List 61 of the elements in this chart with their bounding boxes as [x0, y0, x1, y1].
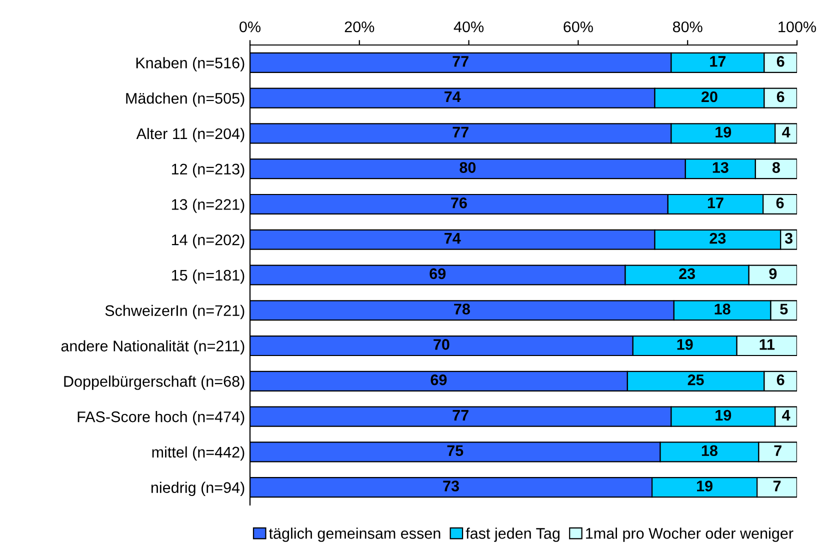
- data-label: 77: [452, 126, 468, 138]
- y-tick-label: 13 (n=221): [172, 198, 244, 213]
- data-label: 4: [782, 410, 790, 420]
- x-tick-label: 20%: [344, 21, 374, 32]
- legend-label: fast jeden Tag: [466, 528, 560, 542]
- data-label: 80: [460, 162, 476, 173]
- data-label: 17: [710, 56, 726, 67]
- data-label: 19: [677, 339, 693, 350]
- data-label: 17: [708, 198, 724, 208]
- data-label: 23: [710, 232, 726, 244]
- x-tick-label: 100%: [778, 21, 816, 32]
- x-tick-label: 40%: [454, 21, 484, 32]
- y-tick-label: Knaben (n=516): [136, 57, 244, 72]
- data-label: 7: [774, 445, 782, 456]
- data-label: 18: [714, 304, 730, 314]
- y-tick-label: SchweizerIn (n=721): [105, 304, 244, 320]
- y-tick-label: Mädchen (n=505): [126, 92, 244, 107]
- y-tick-label: 12 (n=213): [172, 163, 244, 178]
- data-label: 73: [443, 480, 459, 492]
- data-label: 74: [444, 92, 461, 102]
- y-tick-label: FAS-Score hoch (n=474): [78, 411, 244, 426]
- data-label: 5: [780, 304, 788, 314]
- data-label: 78: [454, 304, 470, 314]
- data-label: 6: [776, 198, 784, 208]
- x-tick-label: 60%: [564, 21, 593, 32]
- data-label: 9: [769, 268, 777, 280]
- data-label: 7: [773, 480, 781, 492]
- data-label: 6: [776, 91, 784, 102]
- data-label: 25: [688, 374, 704, 386]
- legend-label: täglich gemeinsam essen: [269, 528, 440, 542]
- y-tick-label: andere Nationalität (n=211): [61, 340, 244, 354]
- data-label: 23: [679, 268, 695, 280]
- x-tick-label: 80%: [672, 21, 702, 32]
- x-tick-label: 0%: [240, 21, 260, 32]
- y-tick-label: Doppelbürgerschaft (n=68): [64, 376, 244, 390]
- data-label: 70: [434, 339, 450, 350]
- data-label: 4: [782, 126, 790, 138]
- data-label: 6: [776, 56, 784, 67]
- data-label: 77: [452, 410, 468, 420]
- data-label: 74: [444, 233, 461, 244]
- data-label: 75: [447, 445, 464, 456]
- data-label: 69: [430, 374, 447, 386]
- y-tick-label: mittel (n=442): [152, 446, 244, 461]
- y-tick-label: 15 (n=181): [172, 269, 244, 284]
- data-label: 13: [712, 162, 728, 173]
- data-label: 6: [776, 374, 784, 386]
- legend-label: 1mal pro Wocher oder weniger: [586, 528, 794, 542]
- data-label: 20: [702, 91, 718, 102]
- y-tick-label: 14 (n=202): [172, 234, 244, 248]
- y-tick-label: niedrig (n=94): [151, 482, 244, 496]
- data-label: 3: [784, 232, 792, 244]
- y-tick-label: Alter 11 (n=204): [136, 128, 244, 142]
- data-label: 19: [716, 410, 732, 421]
- data-label: 77: [452, 56, 468, 67]
- data-label: 18: [702, 445, 718, 456]
- data-label: 11: [760, 339, 775, 350]
- data-label: 8: [772, 162, 780, 173]
- data-label: 19: [697, 480, 712, 492]
- data-label: 19: [716, 126, 732, 138]
- data-label: 69: [430, 268, 446, 280]
- data-label: 76: [451, 198, 467, 208]
